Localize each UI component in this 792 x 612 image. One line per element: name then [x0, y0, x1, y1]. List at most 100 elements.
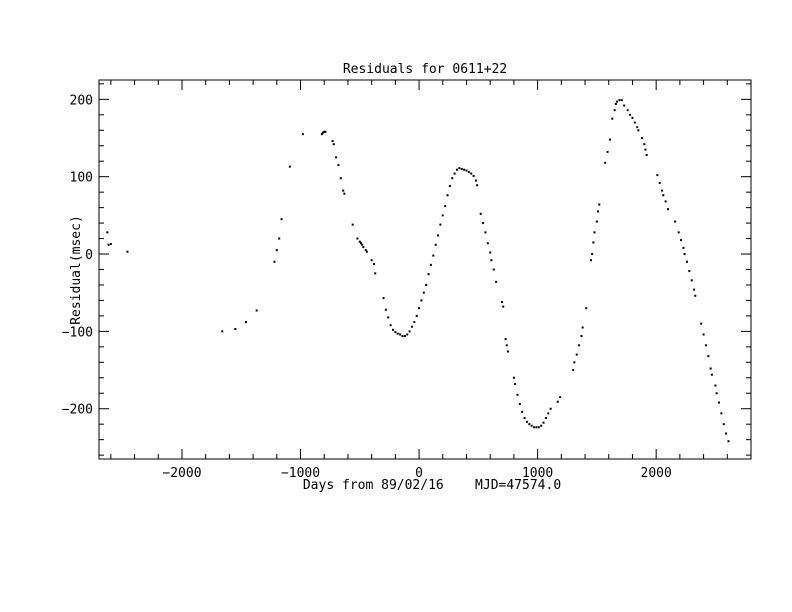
data-point: [715, 392, 718, 395]
data-point: [559, 396, 562, 399]
data-point: [420, 299, 423, 302]
data-point: [343, 192, 346, 195]
data-point: [337, 164, 340, 167]
data-point: [620, 99, 623, 102]
data-point: [288, 165, 291, 168]
data-point: [578, 344, 581, 347]
data-point: [598, 203, 601, 206]
data-point: [589, 259, 592, 262]
data-point: [474, 179, 477, 182]
data-point: [255, 309, 258, 312]
data-point: [221, 330, 224, 333]
data-point: [528, 423, 531, 426]
x-tick-label: −1000: [281, 466, 320, 481]
data-point: [486, 242, 489, 245]
data-point: [512, 376, 515, 379]
data-point: [387, 316, 390, 319]
x-tick-label: 0: [415, 466, 423, 481]
data-point: [604, 161, 607, 164]
data-point: [361, 243, 364, 246]
data-point: [592, 241, 595, 244]
data-point: [661, 189, 664, 192]
data-point: [364, 249, 367, 252]
data-point: [437, 234, 440, 237]
data-point: [418, 307, 421, 310]
data-point: [707, 355, 710, 358]
data-point: [234, 328, 237, 331]
data-point: [709, 367, 712, 370]
data-point: [710, 373, 713, 376]
data-point: [688, 270, 691, 273]
data-point: [275, 249, 278, 252]
data-point: [356, 237, 359, 240]
data-point: [683, 253, 686, 256]
data-point: [525, 420, 528, 423]
data-point: [427, 273, 430, 276]
data-point: [324, 130, 327, 133]
data-point: [700, 322, 703, 325]
data-point: [631, 116, 634, 119]
data-point: [629, 113, 632, 116]
data-point: [373, 263, 376, 266]
data-point: [463, 168, 466, 171]
data-point: [106, 231, 109, 234]
data-point: [490, 259, 493, 262]
data-point: [608, 138, 611, 141]
data-point: [492, 268, 495, 271]
data-point: [547, 412, 550, 415]
data-point: [702, 333, 705, 336]
data-point: [595, 220, 598, 223]
data-point: [597, 210, 600, 213]
data-point: [502, 305, 505, 308]
data-point: [484, 231, 487, 234]
data-point: [396, 332, 399, 335]
data-point: [658, 181, 661, 184]
data-point: [704, 344, 707, 347]
x-tick-label: 1000: [522, 466, 553, 481]
data-point: [656, 174, 659, 177]
axis-ticks: [99, 80, 752, 459]
data-point: [611, 117, 614, 120]
data-point: [674, 220, 677, 223]
data-point: [451, 177, 454, 180]
data-point: [384, 308, 387, 311]
data-point: [644, 148, 647, 151]
data-point: [727, 440, 730, 443]
data-point: [320, 133, 323, 136]
data-point: [549, 407, 552, 410]
data-point: [722, 423, 725, 426]
data-point: [374, 272, 377, 275]
data-point: [458, 167, 461, 170]
data-point: [643, 143, 646, 146]
data-point: [533, 426, 536, 429]
data-point: [645, 154, 648, 157]
data-point: [489, 251, 492, 254]
data-point: [280, 218, 283, 221]
data-point: [542, 421, 545, 424]
data-point: [444, 205, 447, 208]
data-point: [365, 250, 368, 253]
data-point: [389, 324, 392, 327]
data-point: [425, 283, 428, 286]
data-point: [613, 109, 616, 112]
data-point: [410, 325, 413, 328]
data-point: [429, 263, 432, 266]
data-point: [537, 426, 540, 429]
data-point: [342, 189, 345, 192]
y-tick-label: 100: [70, 171, 93, 186]
data-point: [332, 143, 335, 146]
data-point: [109, 242, 112, 245]
x-tick-label: −2000: [162, 466, 201, 481]
data-point: [335, 156, 338, 159]
y-tick-label: 0: [85, 248, 93, 263]
data-point: [505, 344, 508, 347]
data-point: [690, 279, 693, 282]
data-point: [476, 184, 479, 187]
data-point: [530, 424, 533, 427]
data-point: [535, 426, 538, 429]
data-point: [694, 294, 697, 297]
data-point: [413, 321, 416, 324]
data-point: [331, 140, 334, 143]
